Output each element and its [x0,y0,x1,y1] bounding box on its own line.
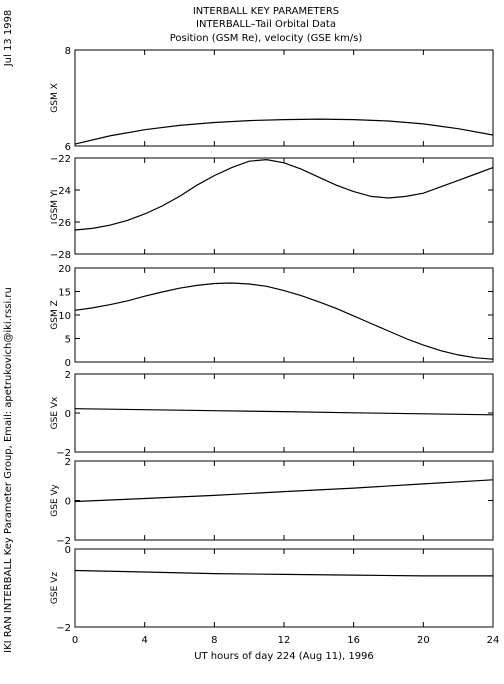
chart-title-line-3: Position (GSM Re), velocity (GSE km/s) [170,33,363,44]
panel-frame [74,157,494,255]
series-line [74,408,494,416]
y-tick-label: 6 [65,142,71,153]
y-tick-label: 2 [65,370,71,381]
y-tick-label: −24 [50,186,71,197]
x-tick-label: 8 [211,635,217,646]
date-label: Jul 13 1998 [3,10,14,68]
y-tick-label: 2 [65,457,71,468]
x-tick-label: 4 [141,635,147,646]
panel-frame [74,460,494,541]
y-axis-label: GSM Z [50,300,60,329]
panel-frame [74,49,494,147]
chart-title-line-1: INTERBALL KEY PARAMETERS [193,6,339,17]
series-line [74,569,493,577]
y-tick-label: −2 [56,536,71,547]
y-tick-label: −22 [50,154,71,165]
series-line [74,479,494,503]
y-tick-label: −26 [50,218,71,229]
x-tick-label: 24 [487,635,500,646]
y-tick-label: −2 [56,623,71,634]
y-axis-label: GSE Vz [50,572,60,604]
y-axis-label: GSE Vy [50,484,60,517]
y-tick-label: 15 [58,288,71,299]
y-axis-label: GSM Y [50,191,60,220]
series-line [74,158,494,231]
y-axis-label: GSE Vx [50,396,60,429]
panel-frame [74,373,494,453]
x-tick-label: 20 [417,635,430,646]
y-axis-label: GSM X [50,83,60,112]
x-axis-label: UT hours of day 224 (Aug 11), 1996 [194,651,374,662]
chart-title-line-2: INTERBALL–Tail Orbital Data [196,19,336,30]
y-tick-label: −2 [56,448,71,459]
series-line [74,118,494,145]
y-tick-label: −28 [50,250,71,261]
x-tick-label: 16 [347,635,360,646]
series-line [74,282,494,360]
y-tick-label: 0 [65,497,71,508]
y-tick-label: 20 [58,264,71,275]
y-tick-label: 10 [58,311,71,322]
panel-frame [74,548,494,628]
y-tick-label: 8 [65,46,71,57]
y-tick-label: 0 [65,358,71,369]
y-tick-label: 5 [65,335,71,346]
y-tick-label: 0 [65,409,71,420]
x-tick-label: 0 [72,635,78,646]
side-credit: IKI RAN INTERBALL Key Parameter Group, E… [3,287,14,653]
y-tick-label: 0 [65,545,71,556]
x-tick-label: 12 [278,635,291,646]
